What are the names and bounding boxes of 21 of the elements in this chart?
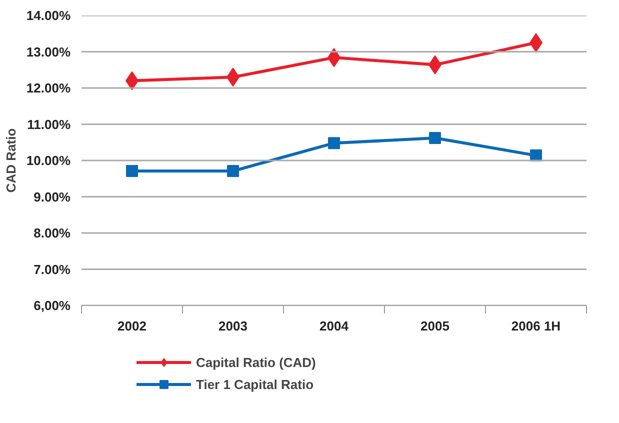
y-tick-label: 13.00% bbox=[26, 44, 71, 60]
x-tick-label: 2002 bbox=[118, 318, 146, 334]
legend-label: Tier 1 Capital Ratio bbox=[196, 376, 314, 392]
point bbox=[328, 137, 340, 150]
point bbox=[126, 165, 138, 178]
y-tick-label: 10.00% bbox=[26, 153, 71, 168]
y-tick-label: 6,00% bbox=[34, 298, 71, 313]
y-tick-label: 12.00% bbox=[26, 80, 71, 96]
x-tick-label: 2006 1H bbox=[511, 318, 561, 334]
y-tick-label: 11.00% bbox=[27, 116, 71, 132]
x-tick-label: 2004 bbox=[320, 318, 350, 334]
y-tick-label: 14.00% bbox=[26, 8, 71, 23]
y-tick-label: 8.00% bbox=[34, 226, 71, 240]
x-tick-label: 2005 bbox=[420, 318, 450, 334]
y-tick-label: 7.00% bbox=[34, 262, 71, 277]
x-tick-label: 2003 bbox=[218, 318, 248, 334]
y-axis-title: CAD Ratio bbox=[3, 128, 18, 193]
point bbox=[227, 165, 239, 178]
y-tick-label: 9.00% bbox=[34, 189, 71, 204]
point bbox=[429, 132, 441, 144]
legend-label: Capital Ratio (CAD) bbox=[196, 354, 316, 370]
